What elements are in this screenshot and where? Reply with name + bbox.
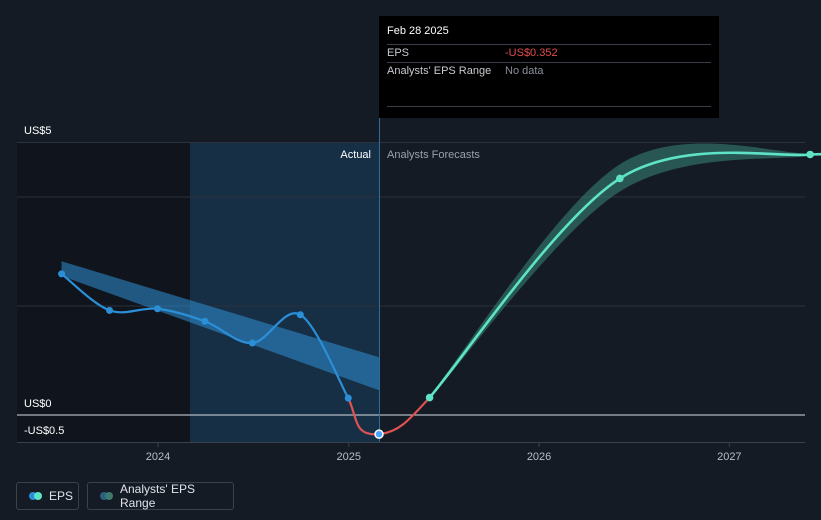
eps-forecast-point[interactable] bbox=[425, 393, 434, 402]
past-year-highlight bbox=[190, 143, 380, 442]
tooltip: Feb 28 2025 EPS -US$0.352 Analysts' EPS … bbox=[379, 16, 719, 118]
x-tick-label: 2025 bbox=[337, 451, 361, 463]
x-tick-label: 2027 bbox=[717, 451, 741, 463]
axes: 2024 2025 2026 2027 bbox=[17, 442, 805, 463]
eps-point[interactable] bbox=[296, 311, 304, 319]
eps-points bbox=[58, 150, 814, 439]
x-tick-label: 2024 bbox=[146, 451, 170, 463]
legend-range-icon bbox=[100, 492, 113, 500]
eps-point[interactable] bbox=[201, 317, 209, 325]
eps-point[interactable] bbox=[58, 270, 66, 278]
grid-lines bbox=[17, 142, 805, 416]
tooltip-range-value: No data bbox=[505, 65, 544, 77]
tooltip-eps-value: -US$0.352 bbox=[505, 47, 558, 59]
legend-range-button[interactable]: Analysts' EPS Range bbox=[87, 482, 234, 510]
eps-forecast-point[interactable] bbox=[806, 150, 814, 159]
tooltip-date: Feb 28 2025 bbox=[387, 25, 449, 37]
y-label-zero: US$0 bbox=[24, 398, 52, 410]
forecast-label: Analysts Forecasts bbox=[387, 149, 480, 161]
range-band-0 bbox=[61, 261, 380, 391]
tooltip-range-label: Analysts' EPS Range bbox=[387, 65, 492, 77]
eps-forecast-line bbox=[428, 151, 821, 399]
legend-eps-label: EPS bbox=[49, 489, 74, 503]
tooltip-eps-label: EPS bbox=[387, 47, 410, 59]
x-tick-label: 2026 bbox=[527, 451, 551, 463]
eps-point-current[interactable] bbox=[374, 429, 384, 439]
tooltip-divider bbox=[387, 106, 711, 107]
eps-point[interactable] bbox=[248, 339, 256, 347]
eps-point[interactable] bbox=[344, 394, 352, 402]
y-label-top: US$5 bbox=[24, 125, 52, 137]
legend-eps-icon bbox=[29, 492, 42, 500]
eps-forecast-point[interactable] bbox=[616, 174, 624, 183]
legend-eps-button[interactable]: EPS bbox=[16, 482, 79, 510]
legend-range-label: Analysts' EPS Range bbox=[120, 482, 195, 510]
eps-point[interactable] bbox=[106, 306, 114, 314]
tooltip-row-range: Analysts' EPS Range No data bbox=[387, 62, 711, 80]
tooltip-row-eps: EPS -US$0.352 bbox=[387, 44, 711, 62]
eps-point[interactable] bbox=[153, 305, 161, 313]
eps-range-bands bbox=[61, 143, 811, 399]
actual-label: Actual bbox=[340, 149, 371, 161]
y-label-bottom: -US$0.5 bbox=[24, 425, 64, 437]
